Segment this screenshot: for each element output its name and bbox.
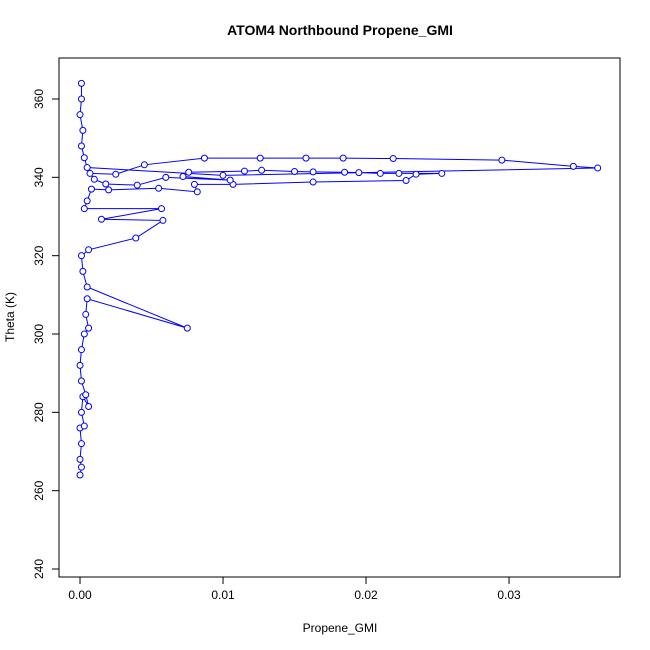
point [77,252,85,260]
x-tick-label: 0.03 [497,588,521,602]
point [105,186,113,194]
point [438,169,446,177]
point [77,346,85,354]
point [569,162,577,170]
point [82,391,90,399]
point [80,154,88,162]
point [112,170,120,178]
point [76,361,84,369]
point [80,205,88,213]
series-line [79,83,598,476]
point [183,324,191,332]
x-axis-label: Propene_GMI [303,621,378,635]
point [140,161,148,169]
point [185,168,193,176]
point [302,154,310,162]
point [395,169,403,177]
point [90,175,98,183]
x-tick-label: 0.00 [68,588,92,602]
point [79,267,87,275]
point [85,246,93,254]
point [389,155,397,163]
y-tick-label: 280 [32,402,46,422]
y-tick-label: 260 [32,480,46,500]
point [132,234,140,242]
point [102,180,110,188]
point [193,188,201,196]
point [85,402,93,410]
point [258,166,266,174]
point [402,176,410,184]
point [162,173,170,181]
point [80,422,88,430]
point [158,205,166,213]
point [309,168,317,176]
point [339,154,347,162]
point [226,176,234,184]
point [77,440,85,448]
point [83,164,91,172]
point [219,171,227,179]
point [79,126,87,134]
point [76,455,84,463]
point [97,215,105,223]
point [80,330,88,338]
point [155,184,163,192]
point [86,169,94,177]
point [77,377,85,385]
y-tick-label: 360 [32,89,46,109]
point [87,185,95,193]
chart-title: ATOM4 Northbound Propene_GMI [227,22,453,38]
point [341,168,349,176]
point [76,471,84,479]
plot-frame [58,57,621,578]
point [77,408,85,416]
point [77,142,85,150]
point [240,167,248,175]
point [412,170,420,178]
point [85,324,93,332]
point [355,169,363,177]
point [77,95,85,103]
point [498,156,506,164]
y-tick-label: 300 [32,324,46,344]
point [82,310,90,318]
y-tick-label: 320 [32,245,46,265]
point [190,180,198,188]
point [76,111,84,119]
y-axis-label: Theta (K) [3,292,17,342]
point [309,178,317,186]
x-tick-label: 0.01 [211,588,235,602]
point [291,167,299,175]
point [77,463,85,471]
point [133,181,141,189]
y-tick-label: 340 [32,167,46,187]
point [83,197,91,205]
point [83,295,91,303]
point [83,283,91,291]
x-tick-label: 0.02 [354,588,378,602]
y-tick-label: 240 [32,559,46,579]
point [77,79,85,87]
point [200,154,208,162]
point [256,154,264,162]
point [159,216,167,224]
point [594,164,602,172]
point [179,173,187,181]
point [376,169,384,177]
